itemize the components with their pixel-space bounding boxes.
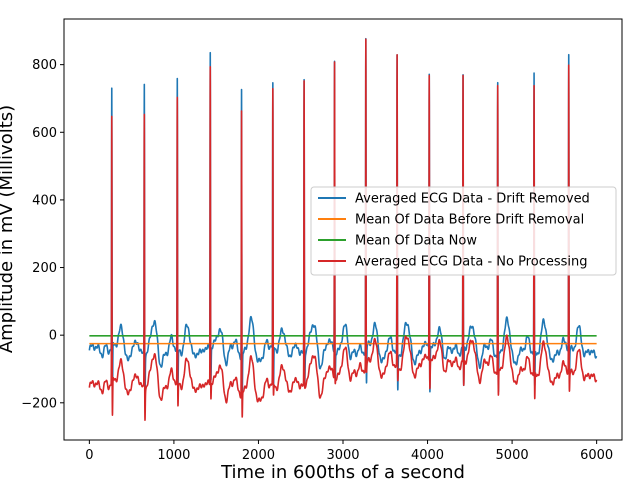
- y-tick-label: 200: [32, 261, 57, 276]
- legend-entry: Averaged ECG Data - Drift Removed: [355, 192, 590, 207]
- y-tick-label: 400: [32, 193, 57, 208]
- y-tick-label: −200: [21, 396, 57, 411]
- x-tick-label: 5000: [496, 448, 529, 463]
- series-lines: [88, 37, 598, 422]
- x-tick-label: 0: [85, 448, 93, 463]
- x-axis-label: Time in 600ths of a second: [220, 462, 465, 480]
- x-tick-label: 1000: [157, 448, 190, 463]
- y-tick-label: 600: [32, 126, 57, 141]
- legend-entry: Mean Of Data Now: [355, 234, 477, 249]
- x-axis-ticks: 0 1000 2000 3000 4000 5000 6000: [85, 440, 613, 463]
- y-axis-ticks: −200 0 200 400 600 800: [21, 58, 64, 411]
- legend-entry: Averaged ECG Data - No Processing: [355, 255, 588, 270]
- legend-entry: Mean Of Data Before Drift Removal: [355, 213, 584, 228]
- legend-box: [310, 186, 617, 276]
- y-axis-label: Amplitude in mV (Millivolts): [0, 105, 17, 353]
- y-tick-label: 0: [49, 329, 57, 344]
- y-tick-label: 800: [32, 58, 57, 73]
- x-tick-label: 6000: [580, 448, 613, 463]
- x-tick-label: 4000: [411, 448, 444, 463]
- legend: Averaged ECG Data - Drift Removed Mean Of…: [310, 186, 617, 276]
- series-line-4: [88, 38, 598, 422]
- x-tick-label: 3000: [326, 448, 359, 463]
- x-tick-label: 2000: [242, 448, 275, 463]
- series-line-1: [88, 37, 598, 401]
